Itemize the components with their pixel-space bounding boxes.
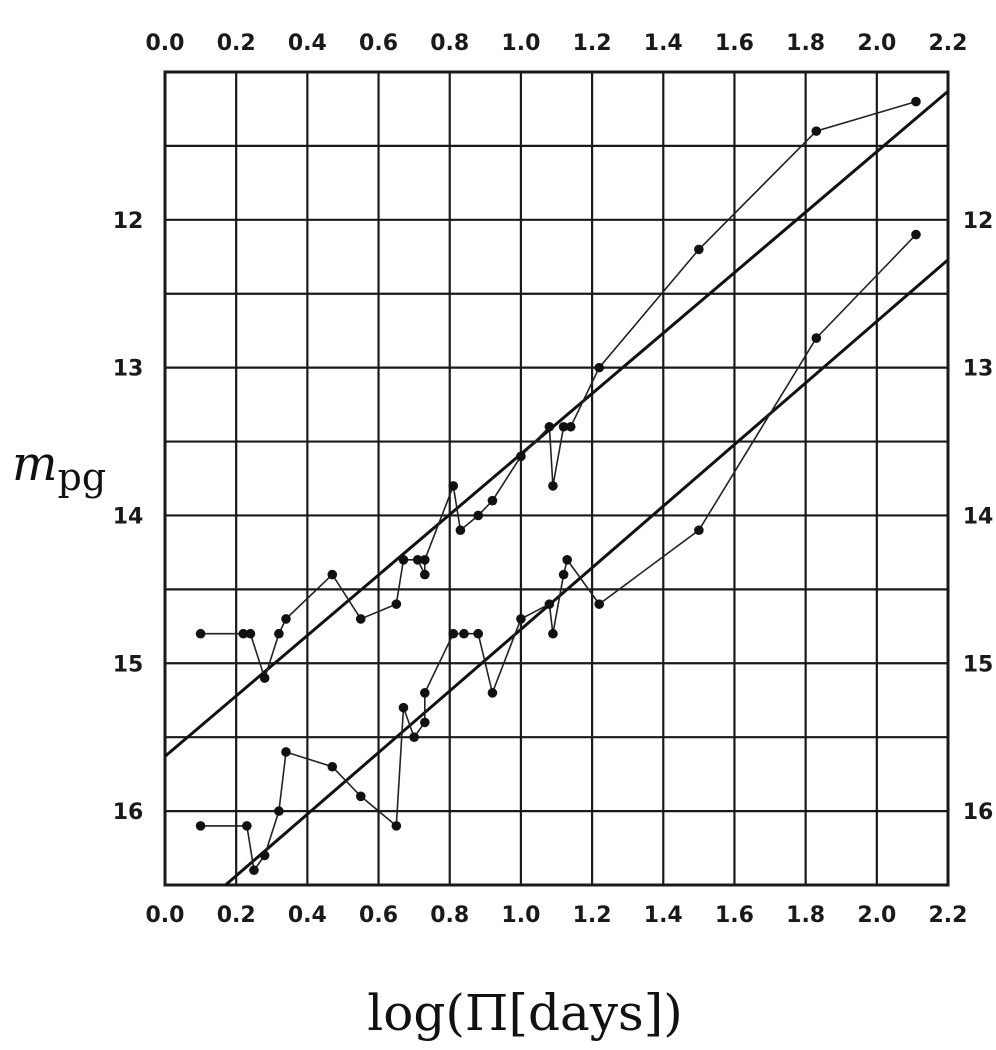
data-point <box>473 510 484 521</box>
data-point <box>594 599 605 609</box>
data-point <box>548 481 558 491</box>
y-tick-label-left: 16 <box>113 800 144 825</box>
data-point <box>420 555 430 565</box>
data-point <box>544 421 555 432</box>
data-point <box>249 865 259 876</box>
y-tick-label-right: 14 <box>963 504 994 529</box>
x-tick-label-top: 1.8 <box>786 31 825 56</box>
data-point <box>911 229 921 240</box>
data-point <box>420 717 430 728</box>
x-tick-label-bottom: 1.0 <box>501 903 540 928</box>
data-point <box>558 421 569 432</box>
y-tick-label-right: 15 <box>963 652 994 677</box>
data-point <box>274 628 284 639</box>
x-axis-title: log(Π[days]) <box>367 984 682 1042</box>
x-tick-label-top: 0.0 <box>146 31 185 56</box>
x-tick-label-bottom: 1.4 <box>644 903 683 928</box>
data-point <box>459 628 469 639</box>
data-point <box>811 126 822 136</box>
x-tick-label-top: 1.6 <box>715 31 754 56</box>
x-tick-label-top: 1.2 <box>573 31 612 56</box>
y-tick-label-left: 14 <box>113 504 144 529</box>
fit-line-1 <box>164 90 949 758</box>
data-point <box>281 614 291 624</box>
data-point <box>391 821 402 831</box>
data-point <box>391 599 402 609</box>
y-axis-subscript: pg <box>58 455 107 499</box>
data-point <box>694 525 704 536</box>
tick-labels: 0.0 0.0 0.2 0.2 0.4 0.4 0.6 0.6 0.8 0.8 1.0 1.0 1.2 1… <box>113 31 994 928</box>
data-point <box>694 244 704 255</box>
data-point <box>420 688 430 698</box>
data-point <box>487 688 498 698</box>
data-point <box>355 614 366 624</box>
data-point <box>355 791 366 802</box>
x-tick-label-bottom: 1.2 <box>573 903 612 928</box>
x-tick-label-bottom: 0.0 <box>146 903 185 928</box>
x-tick-label-bottom: 0.4 <box>288 903 327 928</box>
data-point <box>259 850 270 861</box>
data-point <box>516 451 526 462</box>
data-point <box>195 821 206 831</box>
data-point <box>259 673 270 683</box>
x-tick-label-top: 2.2 <box>929 31 968 56</box>
x-tick-label-top: 0.4 <box>288 31 327 56</box>
y-tick-label-right: 13 <box>963 357 994 382</box>
x-tick-label-bottom: 2.0 <box>857 903 896 928</box>
x-tick-label-top: 0.6 <box>359 31 398 56</box>
plot-frame <box>163 70 950 887</box>
x-tick-label-top: 2.0 <box>857 31 896 56</box>
data-point <box>195 628 206 639</box>
y-tick-label-left: 15 <box>113 652 144 677</box>
data-point <box>548 628 558 639</box>
data-point <box>398 702 409 713</box>
data-point <box>327 761 338 772</box>
data-point <box>398 555 409 565</box>
data-point <box>558 569 569 580</box>
x-tick-label-top: 0.2 <box>217 31 256 56</box>
x-tick-label-bottom: 0.2 <box>217 903 256 928</box>
y-tick-label-left: 12 <box>113 209 144 234</box>
data-point <box>516 614 526 624</box>
y-tick-label-right: 12 <box>963 209 994 234</box>
data-point <box>420 569 430 580</box>
x-tick-label-bottom: 2.2 <box>929 903 968 928</box>
data-point <box>594 362 605 373</box>
y-axis-title: mpg <box>12 436 106 499</box>
x-tick-label-bottom: 1.6 <box>715 903 754 928</box>
data-point <box>281 747 291 757</box>
data-point <box>455 525 466 536</box>
data-point <box>242 821 252 831</box>
data-point <box>544 599 555 609</box>
data-point <box>565 421 576 432</box>
data-point <box>274 806 284 816</box>
data-series <box>195 96 921 876</box>
x-tick-label-top: 1.4 <box>644 31 683 56</box>
data-point <box>409 732 419 742</box>
data-point <box>473 628 484 639</box>
data-point <box>327 569 338 580</box>
data-point <box>238 628 249 639</box>
x-tick-label-bottom: 0.6 <box>359 903 398 928</box>
y-tick-label-right: 16 <box>963 800 994 825</box>
y-tick-label-left: 13 <box>113 357 144 382</box>
x-tick-label-top: 0.8 <box>430 31 469 56</box>
data-point <box>562 555 572 565</box>
data-point <box>911 96 921 107</box>
data-point <box>487 495 498 506</box>
x-tick-label-bottom: 0.8 <box>430 903 469 928</box>
data-point <box>448 628 459 639</box>
data-point <box>245 628 256 639</box>
data-point <box>811 333 822 343</box>
data-point <box>448 481 459 491</box>
x-tick-label-bottom: 1.8 <box>786 903 825 928</box>
x-tick-label-top: 1.0 <box>501 31 540 56</box>
data-point <box>412 555 423 565</box>
grid <box>165 72 948 885</box>
